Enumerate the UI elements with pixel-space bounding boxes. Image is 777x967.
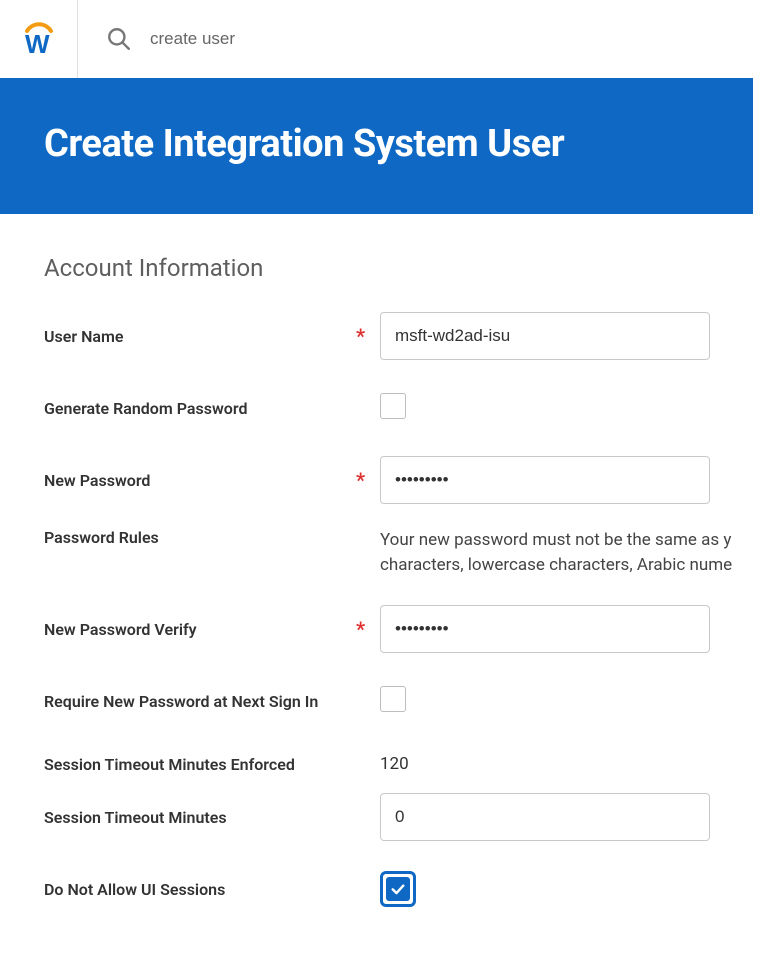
checkmark-icon: [389, 880, 407, 898]
password-rules-text-2: characters, lowercase characters, Arabic…: [380, 553, 733, 578]
row-generate-random: Generate Random Password: [44, 384, 733, 432]
required-indicator: *: [356, 617, 365, 641]
row-password-rules: Password Rules Your new password must no…: [44, 528, 733, 577]
label-timeout-minutes: Session Timeout Minutes: [44, 808, 356, 827]
row-new-password-verify: New Password Verify *: [44, 605, 733, 653]
required-indicator: *: [356, 324, 365, 348]
no-ui-sessions-checkbox[interactable]: [380, 871, 416, 907]
label-generate-random: Generate Random Password: [44, 399, 356, 418]
form-content: Account Information User Name * Generate…: [0, 214, 777, 967]
row-require-new-pw: Require New Password at Next Sign In: [44, 677, 733, 725]
row-new-password: New Password *: [44, 456, 733, 504]
label-username: User Name: [44, 327, 356, 346]
page-header: Create Integration System User: [0, 78, 753, 214]
password-rules-text-1: Your new password must not be the same a…: [380, 528, 733, 553]
required-indicator: *: [356, 468, 365, 492]
logo[interactable]: W: [0, 0, 78, 78]
search-icon[interactable]: [106, 26, 132, 52]
topbar: W: [0, 0, 777, 78]
new-password-verify-input[interactable]: [380, 605, 710, 653]
username-input[interactable]: [380, 312, 710, 360]
timeout-minutes-input[interactable]: [380, 793, 710, 841]
row-username: User Name *: [44, 312, 733, 360]
label-require-new-pw: Require New Password at Next Sign In: [44, 692, 356, 711]
svg-text:W: W: [25, 29, 50, 57]
workday-logo-icon: W: [21, 21, 57, 57]
label-no-ui-sessions: Do Not Allow UI Sessions: [44, 880, 356, 899]
page-title: Create Integration System User: [44, 122, 709, 166]
label-timeout-enforced: Session Timeout Minutes Enforced: [44, 755, 356, 774]
row-timeout-enforced: Session Timeout Minutes Enforced 120: [44, 749, 733, 779]
search-area: [78, 26, 777, 52]
require-new-pw-checkbox[interactable]: [380, 686, 406, 712]
row-no-ui-sessions: Do Not Allow UI Sessions: [44, 865, 733, 913]
label-password-rules: Password Rules: [44, 528, 356, 547]
search-input[interactable]: [150, 29, 450, 49]
row-timeout-minutes: Session Timeout Minutes: [44, 793, 733, 841]
label-new-password-verify: New Password Verify: [44, 620, 356, 639]
timeout-enforced-value: 120: [380, 754, 409, 774]
new-password-input[interactable]: [380, 456, 710, 504]
label-new-password: New Password: [44, 471, 356, 490]
generate-random-checkbox[interactable]: [380, 393, 406, 419]
section-title: Account Information: [44, 254, 733, 282]
